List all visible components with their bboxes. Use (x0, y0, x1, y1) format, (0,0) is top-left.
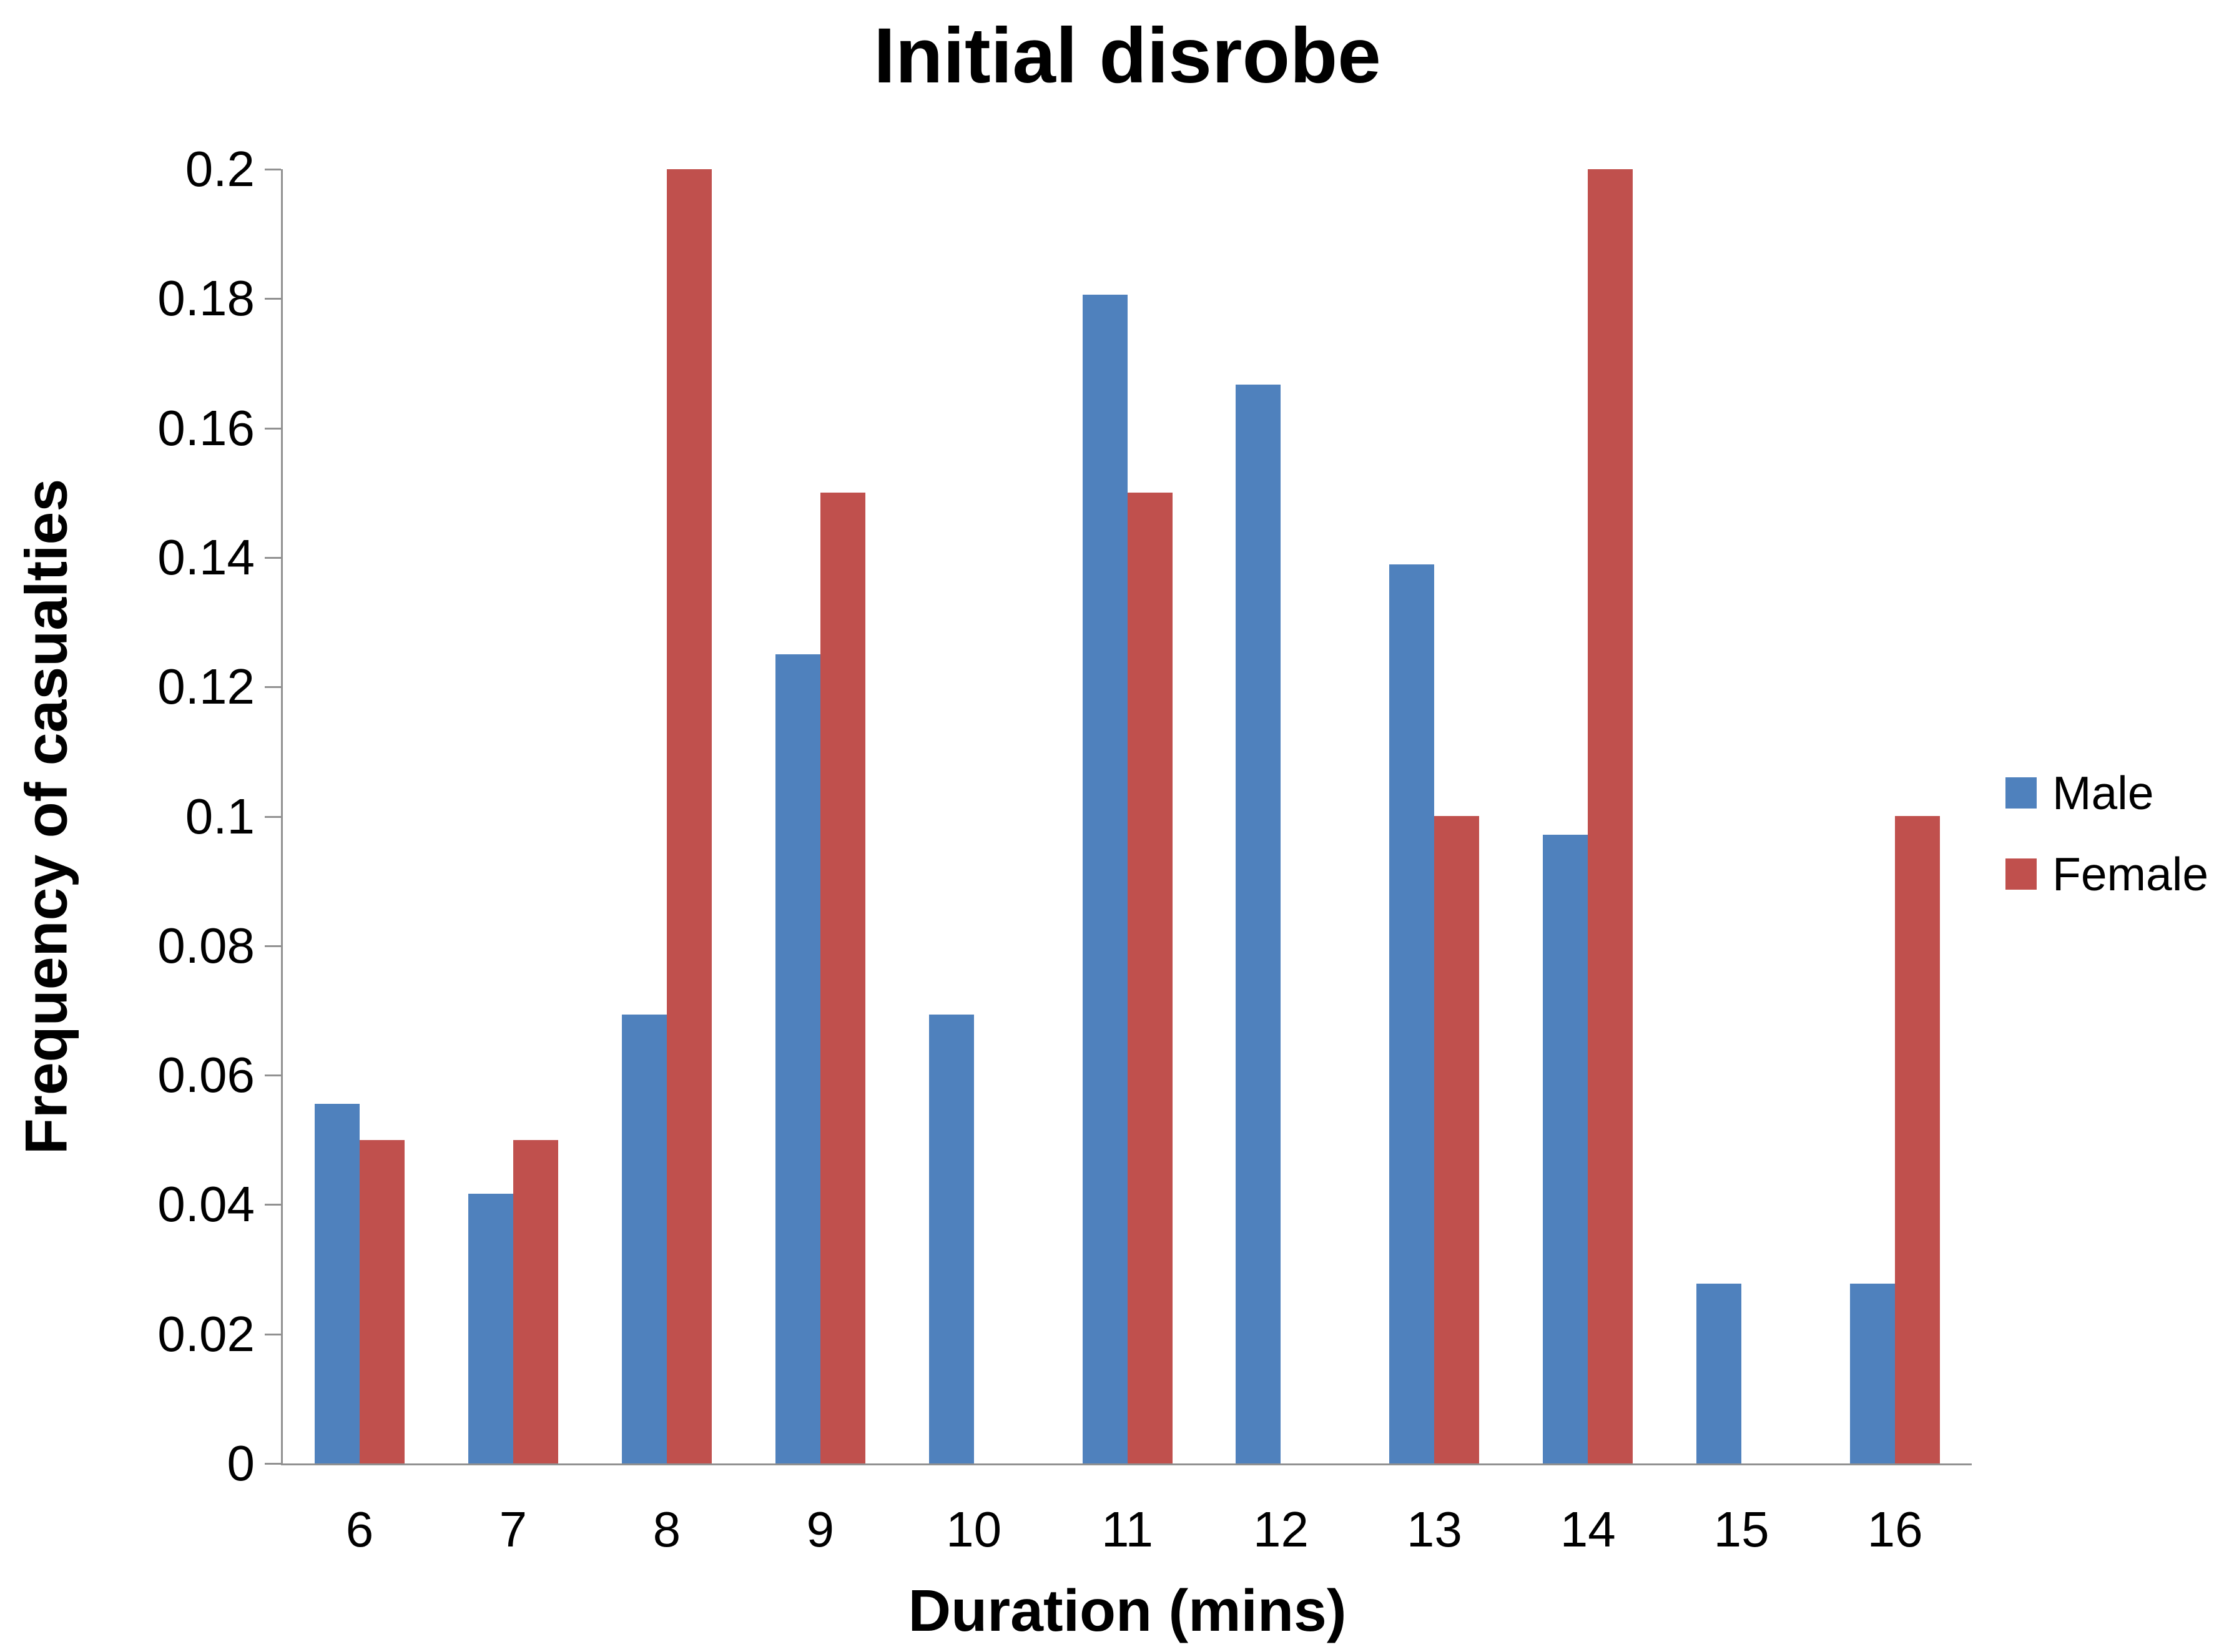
x-tick-label-7: 7 (499, 1502, 528, 1557)
y-tick-label-0.12: 0.12 (157, 659, 255, 715)
x-tick-label-6: 6 (345, 1502, 374, 1557)
bar-male-11 (1082, 295, 1128, 1463)
bar-male-6 (314, 1104, 360, 1463)
y-tick-label-0.02: 0.02 (157, 1305, 255, 1362)
bar-female-8 (666, 169, 712, 1463)
y-tick-mark-0.16 (265, 427, 281, 430)
y-tick-mark-0.04 (265, 1204, 281, 1206)
y-tick-label-0.14: 0.14 (157, 529, 255, 585)
y-tick-mark-0.2 (265, 169, 281, 170)
y-tick-mark-0.14 (265, 556, 281, 559)
bar-male-10 (928, 1015, 974, 1463)
plot-area (265, 169, 1972, 1465)
bar-female-14 (1588, 169, 1633, 1463)
legend-swatch-male (2005, 777, 2037, 809)
y-tick-label-0: 0 (227, 1435, 255, 1491)
legend-label-female: Female (2052, 848, 2209, 900)
legend: Male Female (2005, 765, 2208, 902)
bar-female-13 (1434, 816, 1480, 1463)
bar-male-9 (775, 654, 820, 1463)
chart-title: Initial disrobe (873, 12, 1381, 99)
bar-female-16 (1895, 816, 1941, 1463)
x-tick-label-15: 15 (1713, 1502, 1769, 1557)
y-tick-label-0.16: 0.16 (157, 400, 255, 456)
bar-female-6 (359, 1140, 405, 1463)
bar-female-11 (1127, 493, 1173, 1463)
x-tick-label-16: 16 (1867, 1502, 1923, 1557)
bar-male-14 (1543, 835, 1588, 1463)
y-tick-label-0.2: 0.2 (185, 141, 255, 197)
y-tick-label-0.18: 0.18 (157, 270, 255, 327)
x-tick-label-10: 10 (946, 1502, 1002, 1557)
x-axis-line (281, 1463, 1972, 1465)
bar-female-7 (513, 1140, 558, 1463)
y-tick-mark-0.18 (265, 298, 281, 300)
legend-swatch-female (2005, 858, 2037, 890)
y-tick-label-0.06: 0.06 (157, 1047, 255, 1103)
y-tick-mark-0.1 (265, 815, 281, 818)
legend-item-female: Female (2005, 846, 2208, 902)
x-tick-label-9: 9 (806, 1502, 834, 1557)
bar-female-9 (820, 493, 865, 1463)
x-tick-label-11: 11 (1101, 1502, 1154, 1557)
y-tick-mark-0.12 (265, 686, 281, 689)
bar-male-12 (1236, 385, 1281, 1463)
x-tick-label-13: 13 (1406, 1502, 1462, 1557)
y-tick-mark-0.06 (265, 1074, 281, 1077)
y-tick-label-0.04: 0.04 (157, 1176, 255, 1232)
legend-item-male: Male (2005, 765, 2208, 821)
y-tick-label-0.1: 0.1 (185, 788, 255, 844)
y-tick-mark-0.08 (265, 945, 281, 947)
x-axis-title: Duration (mins) (908, 1578, 1347, 1644)
bar-male-13 (1389, 564, 1435, 1463)
y-tick-label-0.08: 0.08 (157, 917, 255, 973)
bar-male-15 (1696, 1284, 1742, 1463)
legend-label-male: Male (2052, 767, 2154, 819)
x-tick-label-14: 14 (1560, 1502, 1616, 1557)
y-tick-mark-0 (265, 1463, 281, 1465)
x-tick-label-12: 12 (1252, 1502, 1309, 1557)
y-axis-line (281, 169, 283, 1465)
y-tick-mark-0.02 (265, 1333, 281, 1335)
bar-male-8 (621, 1015, 667, 1463)
bar-male-7 (468, 1194, 513, 1463)
x-tick-label-8: 8 (652, 1502, 681, 1557)
bar-male-16 (1850, 1284, 1896, 1463)
